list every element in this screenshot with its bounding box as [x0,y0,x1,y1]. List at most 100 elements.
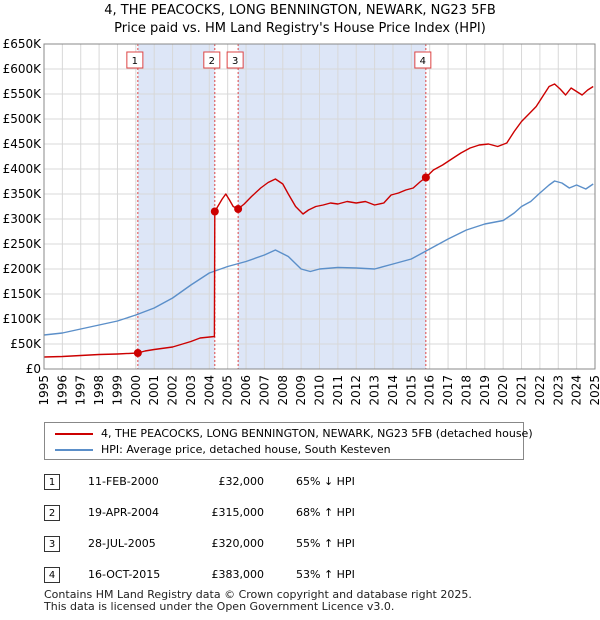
x-tick-label: 2012 [349,375,363,406]
x-tick-label: 2018 [459,375,473,406]
hpi-line [43,180,594,336]
y-tick-label: £300K [3,212,43,226]
x-tick-label: 2008 [276,375,290,406]
transaction-hpi: 55% ↑ HPI [296,537,355,550]
y-tick-label: £150K [3,287,43,301]
sale-badges: 1 2 3 4 [126,51,432,69]
x-tick-label: 2024 [570,375,584,406]
x-tick-label: 1998 [92,375,106,406]
x-tick-label: 2009 [294,375,308,406]
transaction-hpi: 65% ↓ HPI [296,475,355,488]
y-tick-label: £250K [3,237,43,251]
transaction-price: £32,000 [218,475,265,488]
table-row: 2 19-APR-2004 £315,000 68% ↑ HPI [44,505,464,523]
x-tick-label: 2006 [239,375,253,406]
transaction-number: 3 [44,536,60,552]
transaction-date: 19-APR-2004 [88,506,160,519]
transaction-number: 1 [44,474,60,490]
x-tick-label: 2017 [441,375,455,406]
sale-badge-box [126,51,144,69]
transaction-date: 11-FEB-2000 [88,475,159,488]
x-tick-label: 2019 [478,375,492,406]
x-tick-label: 2010 [313,375,327,406]
sale-badge-box [414,51,432,69]
y-tick-label: £600K [3,62,43,76]
sale-point [234,205,243,213]
y-tick-label: £100K [3,312,43,326]
transaction-date: 16-OCT-2015 [88,568,161,581]
sale-point [133,349,142,357]
legend-label-hpi: HPI: Average price, detached house, Sout… [101,443,391,456]
sale-points [133,173,430,357]
legend-swatch-property [55,433,93,435]
chart-title: 4, THE PEACOCKS, LONG BENNINGTON, NEWARK… [0,2,600,38]
x-tick-label: 2020 [496,375,510,406]
y-tick-label: £0 [26,362,41,376]
property-price-line [43,83,594,358]
shaded-period [238,44,426,369]
x-tick-label: 2013 [368,375,382,406]
x-tick-label: 2004 [202,375,216,406]
x-tick-label: 2021 [515,375,529,406]
sale-badge-number: 3 [232,56,238,67]
x-tick-label: 2000 [129,375,143,406]
transaction-price: £383,000 [211,568,265,581]
y-axis-ticks: £0 £50K £100K £150K £200K £250K £300K £350K £400… [3,37,43,376]
grid-lines [43,43,596,370]
legend: 4, THE PEACOCKS, LONG BENNINGTON, NEWARK… [44,422,533,460]
y-tick-label: £500K [3,112,43,126]
footer-line-2: This data is licensed under the Open Gov… [44,600,395,613]
x-tick-label: 2014 [386,375,400,406]
title-line-2: Price paid vs. HM Land Registry's House … [114,21,486,36]
x-tick-label: 2023 [551,375,565,406]
x-tick-label: 2025 [588,375,600,406]
sale-badge-box [203,51,221,69]
transaction-price: £315,000 [211,506,265,519]
x-tick-label: 2022 [533,375,547,406]
sale-point [421,173,430,182]
x-tick-label: 1996 [55,375,69,406]
y-tick-label: £400K [3,162,43,176]
transaction-date: 28-JUL-2005 [88,537,156,550]
transaction-price: £320,000 [211,537,265,550]
x-tick-label: 2011 [331,375,345,406]
footer: Contains HM Land Registry data © Crown c… [44,589,472,613]
sale-badge-box [226,51,244,69]
x-tick-label: 2003 [184,375,198,406]
x-tick-label: 1997 [74,375,88,406]
y-tick-label: £650K [3,37,43,51]
transaction-number: 4 [44,567,60,583]
sale-badge-number: 1 [132,56,138,67]
transaction-hpi: 68% ↑ HPI [296,506,355,519]
title-line-1: 4, THE PEACOCKS, LONG BENNINGTON, NEWARK… [104,3,496,18]
x-tick-label: 1999 [110,375,124,406]
sale-badge-number: 2 [209,56,215,67]
table-row: 4 16-OCT-2015 £383,000 53% ↑ HPI [44,567,464,585]
y-tick-label: £200K [3,262,43,276]
footer-line-1: Contains HM Land Registry data © Crown c… [44,588,472,601]
y-tick-label: £550K [3,87,43,101]
series-lines [43,83,594,358]
shaded-period [137,44,215,369]
legend-swatch-hpi [55,449,93,451]
y-tick-label: £450K [3,137,43,151]
x-tick-label: 2007 [257,375,271,406]
sale-point [210,207,219,216]
y-tick-label: £350K [3,187,43,201]
transaction-number: 2 [44,505,60,521]
x-tick-label: 2002 [166,375,180,406]
x-tick-label: 2015 [404,375,418,406]
transaction-hpi: 53% ↑ HPI [296,568,355,581]
x-tick-label: 2001 [147,375,161,406]
table-row: 1 11-FEB-2000 £32,000 65% ↓ HPI [44,474,464,492]
shaded-periods [137,44,426,369]
x-tick-label: 1995 [37,375,51,406]
x-tick-label: 2016 [423,375,437,406]
table-row: 3 28-JUL-2005 £320,000 55% ↑ HPI [44,536,464,554]
plot-frame [43,43,596,370]
y-tick-label: £50K [10,337,42,351]
legend-label-property: 4, THE PEACOCKS, LONG BENNINGTON, NEWARK… [101,427,533,440]
x-axis-ticks: 1995 1996 1997 1998 1999 2000 2001 2002 2003 2004… [37,375,600,406]
sale-badge-number: 4 [420,56,426,67]
x-tick-label: 2005 [221,375,235,406]
